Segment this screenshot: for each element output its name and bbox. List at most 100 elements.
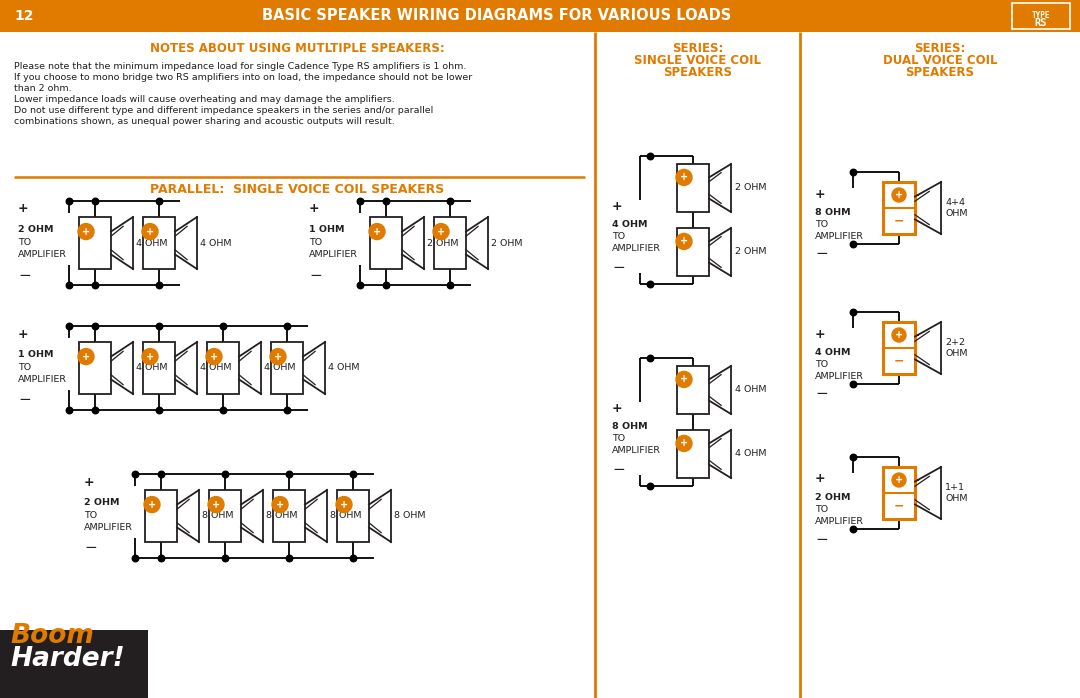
- Point: [150, 279, 167, 290]
- Circle shape: [78, 223, 94, 239]
- Point: [214, 404, 231, 415]
- Text: Harder!: Harder!: [10, 646, 124, 672]
- Text: 12: 12: [14, 9, 33, 23]
- Bar: [677, 228, 708, 276]
- Text: 2+2
OHM: 2+2 OHM: [945, 339, 968, 357]
- Point: [845, 166, 862, 177]
- Point: [642, 279, 659, 290]
- Bar: [337, 490, 369, 542]
- Text: 2 OHM: 2 OHM: [427, 239, 459, 248]
- Bar: [79, 342, 111, 394]
- Text: 2 OHM: 2 OHM: [491, 239, 523, 248]
- Text: TO: TO: [815, 360, 828, 369]
- Text: SPEAKERS: SPEAKERS: [663, 66, 732, 79]
- Point: [152, 552, 170, 563]
- Text: +: +: [18, 327, 29, 341]
- Text: +: +: [815, 473, 825, 486]
- Circle shape: [270, 348, 286, 364]
- Text: −: −: [612, 260, 624, 276]
- Text: 4 OHM: 4 OHM: [264, 364, 296, 373]
- Point: [351, 195, 368, 207]
- Text: 4 OHM: 4 OHM: [200, 239, 231, 248]
- Text: +: +: [895, 330, 903, 340]
- Text: 1+1
OHM: 1+1 OHM: [945, 483, 968, 503]
- Point: [86, 195, 104, 207]
- Point: [126, 552, 144, 563]
- Text: −: −: [894, 214, 904, 228]
- Point: [86, 279, 104, 290]
- Circle shape: [433, 223, 449, 239]
- Circle shape: [141, 223, 158, 239]
- Point: [150, 404, 167, 415]
- Text: +: +: [815, 188, 825, 200]
- Text: +: +: [680, 438, 688, 448]
- Point: [845, 239, 862, 250]
- Text: +: +: [895, 475, 903, 485]
- Text: 2 OHM: 2 OHM: [84, 498, 120, 507]
- Text: +: +: [146, 352, 154, 362]
- Text: TO: TO: [309, 238, 322, 247]
- Text: AMPLIFIER: AMPLIFIER: [309, 250, 357, 259]
- Point: [150, 195, 167, 207]
- Circle shape: [78, 348, 94, 364]
- Text: 4 OHM: 4 OHM: [136, 239, 167, 248]
- Text: +: +: [612, 401, 623, 415]
- Text: 4 OHM: 4 OHM: [136, 364, 167, 373]
- Point: [126, 468, 144, 480]
- Bar: [271, 342, 303, 394]
- Point: [345, 468, 362, 480]
- Text: 4 OHM: 4 OHM: [735, 450, 767, 459]
- Text: TO: TO: [18, 363, 31, 372]
- Text: −: −: [815, 387, 827, 401]
- Text: BASIC SPEAKER WIRING DIAGRAMS FOR VARIOUS LOADS: BASIC SPEAKER WIRING DIAGRAMS FOR VARIOU…: [262, 8, 731, 24]
- Text: −: −: [894, 355, 904, 368]
- Text: TO: TO: [18, 238, 31, 247]
- Circle shape: [141, 348, 158, 364]
- Text: +: +: [815, 327, 825, 341]
- Point: [86, 320, 104, 332]
- Text: AMPLIFIER: AMPLIFIER: [612, 244, 661, 253]
- Text: SERIES:: SERIES:: [915, 42, 966, 55]
- Point: [216, 552, 233, 563]
- Text: 2 OHM: 2 OHM: [815, 493, 851, 502]
- Text: If you choose to mono bridge two RS amplifiers into on load, the impedance shoul: If you choose to mono bridge two RS ampl…: [14, 73, 472, 82]
- Text: −: −: [18, 267, 30, 283]
- Text: +: +: [274, 352, 282, 362]
- Text: PARALLEL:  SINGLE VOICE COIL SPEAKERS: PARALLEL: SINGLE VOICE COIL SPEAKERS: [150, 183, 445, 196]
- Bar: [677, 164, 708, 212]
- Text: −: −: [894, 500, 904, 512]
- Text: −: −: [18, 392, 30, 408]
- Text: SINGLE VOICE COIL: SINGLE VOICE COIL: [634, 54, 761, 67]
- Point: [214, 320, 231, 332]
- Text: +: +: [309, 202, 320, 216]
- Text: 8 OHM: 8 OHM: [612, 422, 648, 431]
- Text: 4 OHM: 4 OHM: [735, 385, 767, 394]
- Text: +: +: [437, 227, 445, 237]
- Text: 8 OHM: 8 OHM: [202, 512, 233, 521]
- Text: 4 OHM: 4 OHM: [815, 348, 851, 357]
- Circle shape: [144, 496, 160, 512]
- Point: [377, 195, 394, 207]
- Text: NOTES ABOUT USING MUTLTIPLE SPEAKERS:: NOTES ABOUT USING MUTLTIPLE SPEAKERS:: [150, 42, 445, 55]
- Circle shape: [272, 496, 288, 512]
- Text: AMPLIFIER: AMPLIFIER: [815, 517, 864, 526]
- Bar: [143, 342, 175, 394]
- Text: +: +: [895, 190, 903, 200]
- Circle shape: [206, 348, 222, 364]
- Circle shape: [208, 496, 224, 512]
- Text: 1 OHM: 1 OHM: [18, 350, 54, 359]
- Text: +: +: [18, 202, 29, 216]
- Text: +: +: [146, 227, 154, 237]
- Circle shape: [892, 473, 906, 487]
- Text: +: +: [84, 475, 95, 489]
- Bar: [677, 366, 708, 414]
- Text: TO: TO: [815, 220, 828, 229]
- Text: 8 OHM: 8 OHM: [815, 208, 851, 217]
- Text: AMPLIFIER: AMPLIFIER: [815, 232, 864, 241]
- Text: +: +: [148, 500, 157, 510]
- Text: AMPLIFIER: AMPLIFIER: [18, 250, 67, 259]
- Bar: [145, 490, 177, 542]
- Text: 1 OHM: 1 OHM: [309, 225, 345, 234]
- Point: [345, 552, 362, 563]
- Text: AMPLIFIER: AMPLIFIER: [84, 523, 133, 532]
